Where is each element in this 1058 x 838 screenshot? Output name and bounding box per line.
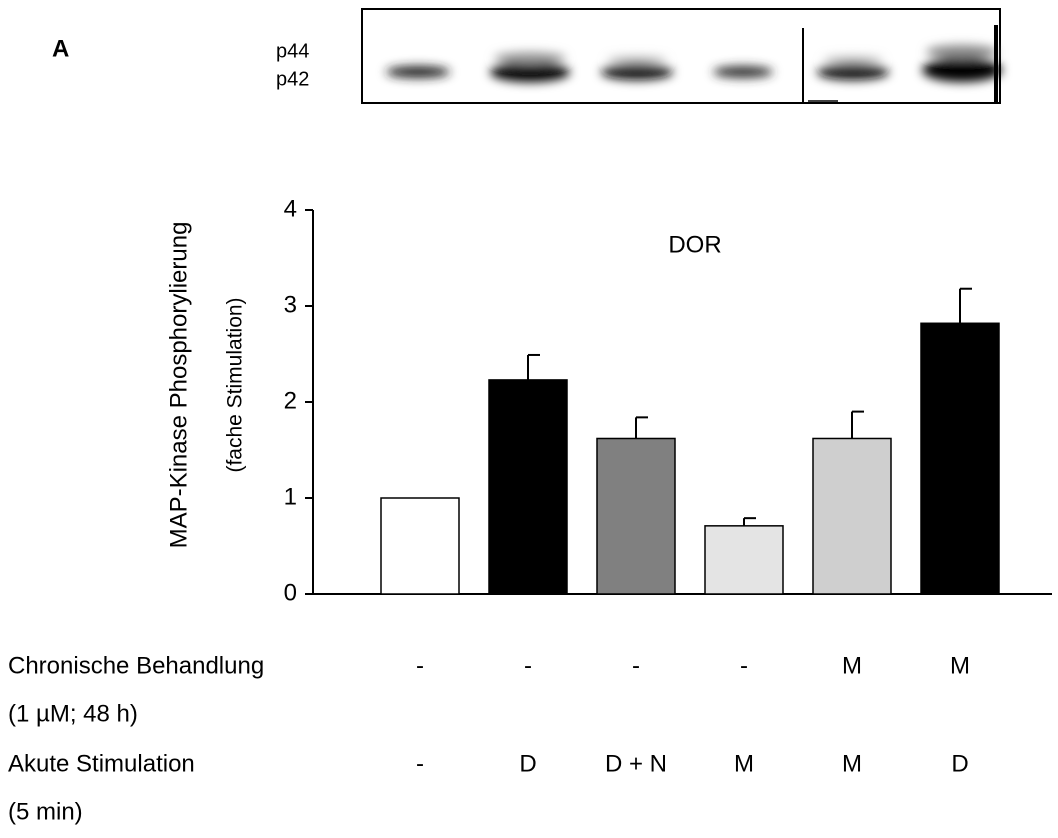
bar [596,437,676,595]
bar [920,322,1000,595]
row-value: M [842,750,862,777]
y-tick-label: 1 [284,483,297,510]
bar [812,437,892,595]
row-value: M [734,750,754,777]
row-value: - [740,652,748,679]
y-tick-label: 0 [284,579,297,606]
row-label: Chronische Behandlung [8,652,264,679]
row-value: - [416,750,424,777]
row-note: (1 µM; 48 h) [8,700,138,727]
y-tick-label: 2 [284,387,297,414]
y-axis-title: MAP-Kinase Phosphorylierung [165,222,192,549]
row-value: - [632,652,640,679]
bar [704,525,784,595]
blot: p44 p42 [276,8,1002,104]
panel-label: A [52,35,69,62]
row-label: Akute Stimulation [8,750,195,777]
y-tick-label: 3 [284,291,297,318]
blot-bands [386,45,1002,82]
band-label: p44 [276,40,309,62]
annotation: DOR [668,231,721,258]
row-value: D [951,750,968,777]
bar [380,497,460,595]
y-axis-subtitle: (fache Stimulation) [224,297,247,472]
row-value: D + N [605,750,667,777]
band-label: p42 [276,68,309,90]
row-value: - [524,652,532,679]
row-value: D [519,750,536,777]
blot-frame [361,8,1001,104]
row-note: (5 min) [8,798,83,825]
bar [488,379,568,595]
row-value: M [950,652,970,679]
row-value: - [416,652,424,679]
row-value: M [842,652,862,679]
y-tick-label: 4 [284,195,297,222]
